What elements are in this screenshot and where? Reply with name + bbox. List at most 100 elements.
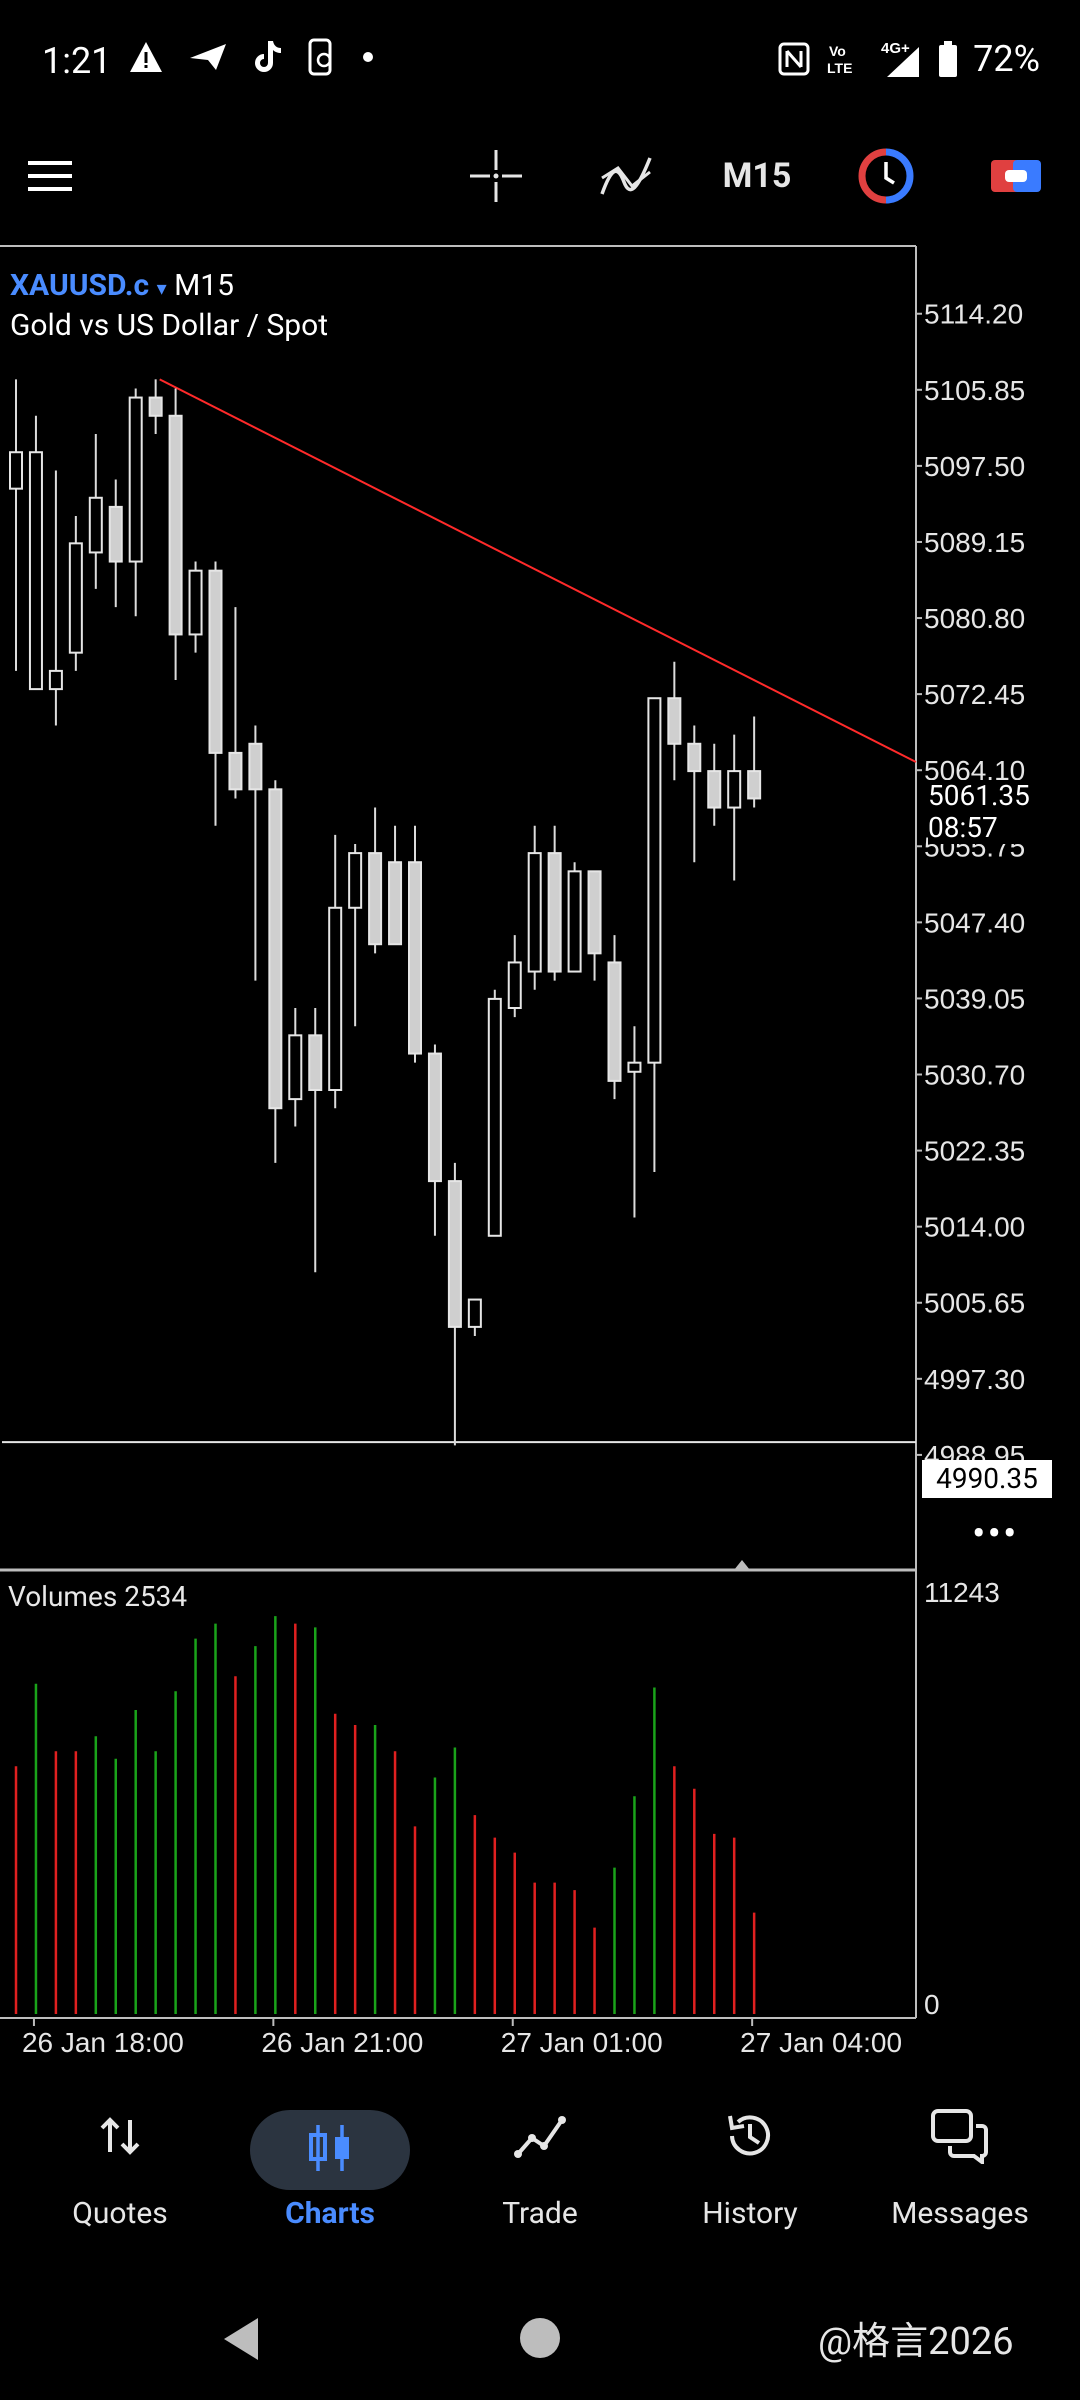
- nav-quotes-label: Quotes: [72, 2196, 168, 2231]
- candle-bear: [547, 852, 562, 973]
- candle-bear: [368, 852, 383, 946]
- indicators-icon: [600, 157, 652, 195]
- svg-text:Vo: Vo: [829, 43, 846, 59]
- candle-bull: [88, 496, 103, 554]
- phone-screen-icon: [308, 38, 332, 76]
- tiktok-icon: [255, 41, 281, 72]
- history-icon: [709, 2108, 791, 2164]
- watermark-text: @格言2026: [818, 2320, 1014, 2364]
- chart-timeframe: M15: [174, 268, 234, 303]
- timeframe-button[interactable]: M15: [722, 156, 792, 196]
- status-time: 1:21: [42, 40, 112, 82]
- current-price: 5061.35: [928, 779, 1030, 812]
- status-bar: 1:21 Vo LTE 4G+ 72%: [0, 0, 1080, 126]
- crosshair-button[interactable]: [462, 146, 530, 206]
- price-tick-label: 5072.45: [924, 679, 1025, 710]
- nav-charts-label: Charts: [285, 2196, 375, 2231]
- warning-icon: [130, 42, 162, 72]
- price-tick-label: 5022.35: [924, 1136, 1025, 1167]
- candle-bear: [707, 770, 722, 809]
- charts-icon: [289, 2120, 371, 2176]
- candle-bull: [727, 770, 742, 809]
- one-click-trading-button[interactable]: [986, 146, 1046, 206]
- time-tick-label: 26 Jan 21:00: [261, 2027, 423, 2058]
- price-tick-label: 5080.80: [924, 603, 1025, 634]
- bar-countdown: 08:57: [928, 811, 998, 844]
- candle-bear: [168, 414, 183, 636]
- candle-bull: [48, 669, 63, 691]
- price-tick-label: 5097.50: [924, 451, 1025, 482]
- nav-active-indicator: [250, 2110, 410, 2190]
- price-tick-label: 5089.15: [924, 527, 1025, 558]
- quotes-icon: [79, 2108, 161, 2164]
- nav-messages-label: Messages: [891, 2196, 1029, 2231]
- nav-charts[interactable]: Charts: [222, 2090, 438, 2240]
- candle-bull: [128, 396, 143, 563]
- indicators-button[interactable]: [592, 146, 660, 206]
- one-click-trading-icon: [991, 160, 1041, 192]
- candle-bear: [228, 751, 243, 791]
- trend-line: [159, 378, 917, 763]
- time-tick-label: 27 Jan 04:00: [740, 2027, 902, 2058]
- messages-icon: [919, 2108, 1001, 2164]
- battery-percent: 72%: [973, 38, 1040, 80]
- candle-bull: [28, 451, 43, 691]
- candle-bear: [388, 861, 403, 946]
- volume-tick-label: 0: [924, 1989, 940, 2020]
- candle-bull: [527, 852, 542, 973]
- nav-trade[interactable]: Trade: [432, 2090, 648, 2240]
- price-chart[interactable]: 5114.20 5105.85 5097.50 5089.15 5080.80 5072.…: [0, 0, 1080, 2090]
- nfc-icon: [778, 42, 810, 76]
- chart-toolbar: M15: [0, 126, 1080, 234]
- chart-symbol[interactable]: XAUUSD.c: [10, 268, 150, 303]
- nav-history[interactable]: History: [642, 2090, 858, 2240]
- pane-resize-handle: [734, 1560, 750, 1570]
- signal-4g-icon: 4G+: [881, 40, 920, 77]
- price-tick-label: 5014.00: [924, 1212, 1025, 1243]
- candle-bear: [667, 697, 682, 745]
- chart-symbol-header: XAUUSD.c ▾ M15: [10, 268, 234, 303]
- chart-description: Gold vs US Dollar / Spot: [10, 308, 329, 343]
- candle-bull: [9, 451, 23, 490]
- candle-bear: [408, 861, 422, 1055]
- horizontal-line-price-tag: 4990.35: [922, 1460, 1052, 1498]
- trade-clock-button[interactable]: [854, 146, 918, 206]
- back-icon[interactable]: [220, 2316, 260, 2362]
- price-tick-label: 5047.40: [924, 907, 1025, 938]
- more-dots-icon[interactable]: •••: [972, 1510, 1019, 1557]
- nav-trade-label: Trade: [502, 2196, 578, 2231]
- candle-bull: [627, 1061, 642, 1073]
- hamburger-menu-icon: [28, 161, 72, 191]
- candle-bear: [248, 742, 263, 791]
- home-icon[interactable]: [518, 2316, 562, 2360]
- candle-bull: [328, 906, 343, 1091]
- bottom-navigation: Quotes Charts Trade History Messages: [0, 2090, 1080, 2240]
- candle-bear: [268, 788, 283, 1110]
- price-tick-label: 4997.30: [924, 1364, 1025, 1395]
- symbol-dropdown-icon[interactable]: ▾: [156, 276, 167, 300]
- time-tick-label: 26 Jan 18:00: [22, 2027, 184, 2058]
- nav-history-label: History: [702, 2196, 798, 2231]
- candle-bear: [687, 742, 702, 773]
- system-icons: Vo LTE 4G+ 72%: [777, 38, 1040, 80]
- candle-bull: [647, 697, 662, 1064]
- price-tick-label: 5005.65: [924, 1288, 1025, 1319]
- trade-clock-icon: [858, 148, 914, 204]
- notification-icons: [128, 38, 376, 76]
- price-tick-label: 5039.05: [924, 983, 1025, 1014]
- candle-bull: [348, 852, 363, 909]
- candle-bull: [467, 1298, 482, 1328]
- dot-icon: [363, 52, 373, 62]
- candle-bear: [607, 961, 622, 1082]
- price-tick-label: 5114.20: [924, 299, 1023, 330]
- candle-bear: [747, 770, 762, 800]
- current-price-box: 5061.35 08:57: [928, 780, 1036, 844]
- candle-bull: [567, 870, 582, 973]
- battery-icon: [939, 41, 958, 77]
- menu-button[interactable]: [20, 146, 80, 206]
- trade-icon: [499, 2108, 581, 2164]
- nav-quotes[interactable]: Quotes: [12, 2090, 228, 2240]
- nav-messages[interactable]: Messages: [852, 2090, 1068, 2240]
- candle-bear: [587, 870, 602, 955]
